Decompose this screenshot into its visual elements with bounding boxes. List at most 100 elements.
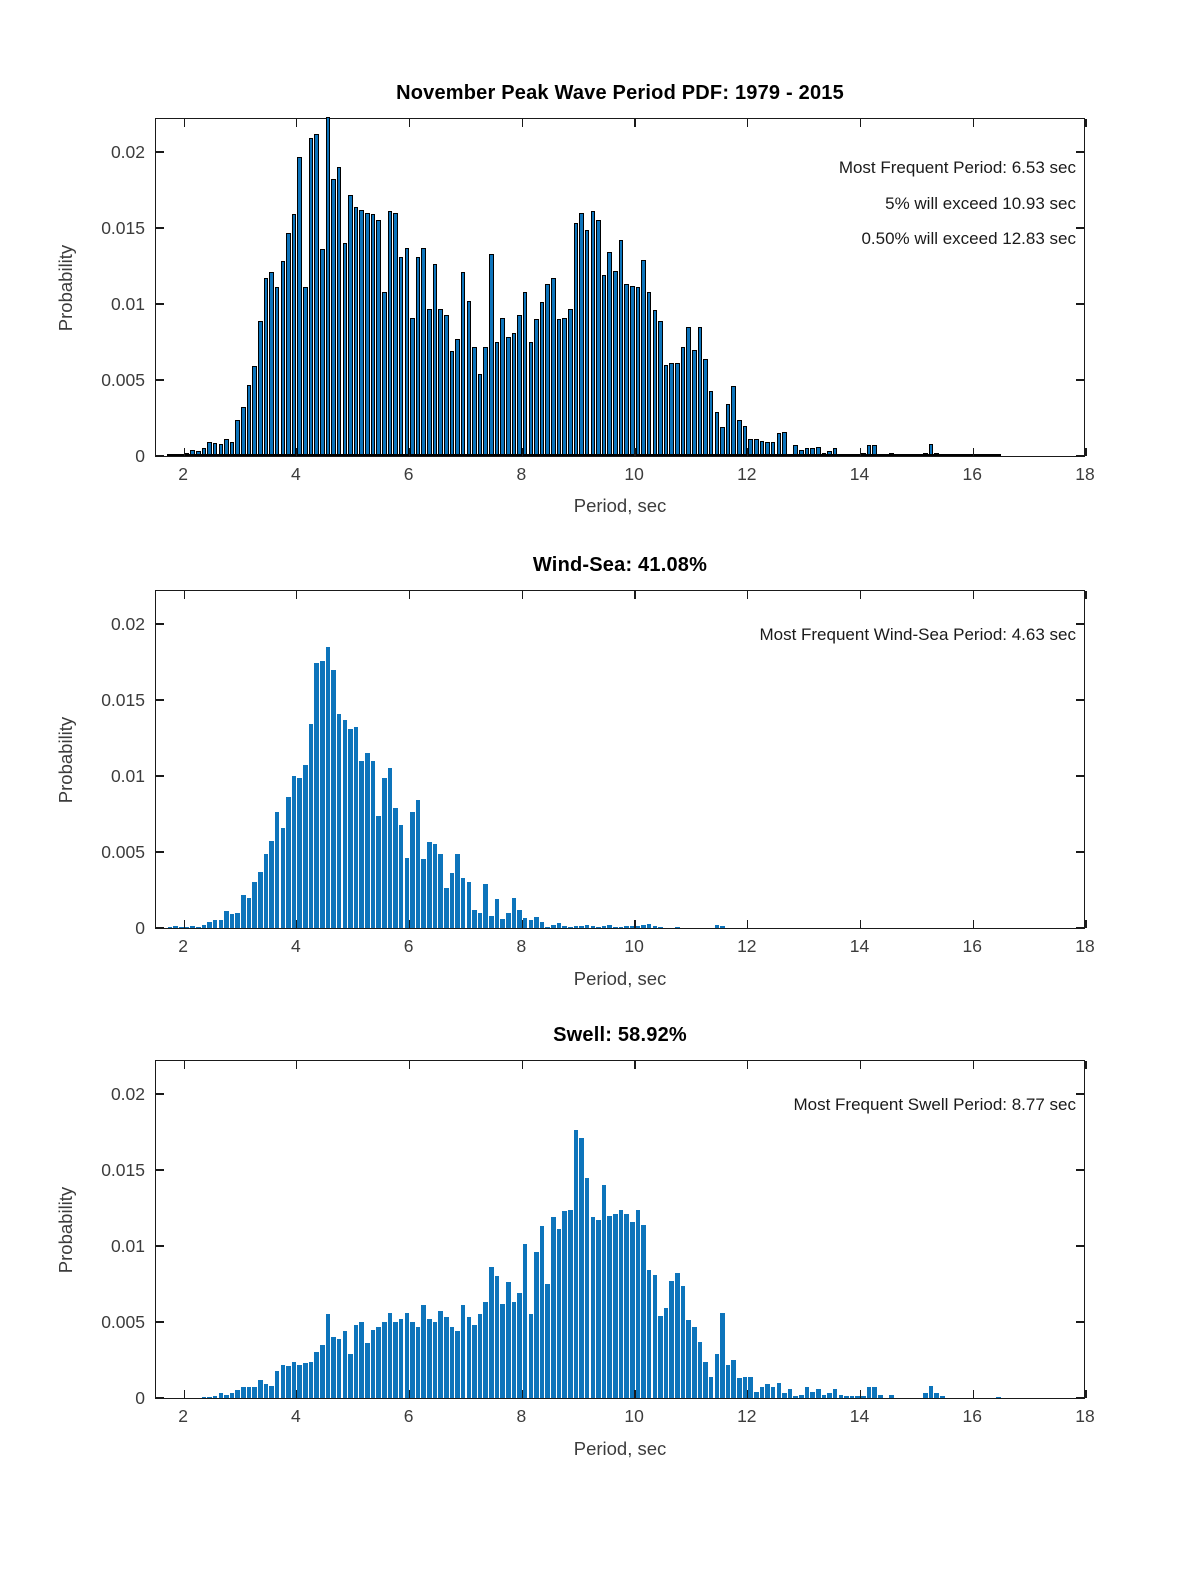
x-tick-top [183, 119, 185, 127]
histogram-bar [489, 1267, 494, 1398]
histogram-bar [934, 1393, 939, 1398]
histogram-bar [404, 858, 410, 928]
x-tick-top [634, 119, 636, 127]
x-tick-label: 2 [178, 464, 189, 484]
annotation-line: Most Frequent Period: 6.53 sec [838, 158, 1076, 177]
histogram-bar [376, 220, 381, 456]
histogram-bar [821, 1394, 827, 1398]
histogram-bar [539, 302, 545, 456]
x-tick [747, 920, 749, 928]
histogram-bar [336, 1338, 342, 1398]
histogram-baseline [167, 454, 1002, 456]
y-tick [156, 1245, 164, 1247]
y-tick-right [1076, 227, 1084, 229]
histogram-bar [759, 1387, 765, 1398]
histogram-bar [274, 1370, 280, 1398]
histogram-bar [415, 1326, 421, 1398]
y-tick-label: 0.015 [101, 1159, 145, 1180]
histogram-bar [703, 1361, 708, 1398]
histogram-bar [179, 927, 184, 928]
histogram-bar [427, 308, 432, 456]
y-tick-right [1076, 1321, 1084, 1323]
histogram-bar [923, 1393, 928, 1398]
histogram-bar [410, 812, 415, 928]
histogram-bar [184, 927, 190, 928]
histogram-bar [522, 1244, 528, 1398]
histogram-bar [725, 1364, 731, 1398]
histogram-bar [567, 926, 573, 928]
x-tick-top [296, 591, 298, 599]
histogram-bar [195, 926, 201, 928]
histogram-bar [472, 1325, 477, 1398]
histogram-bar [742, 1376, 748, 1398]
x-tick-top [1085, 119, 1087, 127]
histogram-bar [342, 1331, 348, 1398]
annotation-line: 0.50% will exceed 12.83 sec [861, 229, 1076, 248]
histogram-bar [252, 366, 257, 456]
histogram-bar [522, 917, 528, 928]
histogram-bar [505, 337, 511, 456]
histogram-bar [539, 922, 545, 928]
histogram-bar [776, 433, 782, 456]
histogram-bar [505, 912, 511, 928]
x-tick-label: 10 [624, 464, 644, 484]
histogram-bar [545, 926, 551, 928]
y-tick-right [1076, 1245, 1084, 1247]
histogram-bar [443, 314, 449, 456]
histogram-bar [257, 871, 263, 928]
x-tick-top [1085, 591, 1087, 599]
histogram-bar [477, 912, 483, 928]
x-tick-label: 18 [1075, 936, 1095, 956]
histogram-bar [511, 897, 517, 928]
histogram-bar [472, 909, 477, 928]
histogram-bar [291, 1361, 297, 1398]
histogram-bar [241, 1387, 246, 1398]
histogram-bar [652, 926, 658, 928]
histogram-bar [641, 924, 646, 928]
histogram-bar [455, 338, 460, 456]
histogram-bar [708, 1376, 714, 1398]
histogram-bar [167, 927, 173, 928]
histogram-bar [567, 308, 573, 456]
histogram-bar [720, 925, 725, 928]
histogram-bar [500, 1303, 505, 1398]
histogram-bar [545, 284, 551, 456]
x-tick-top [521, 591, 523, 599]
histogram-bar [348, 1353, 353, 1398]
histogram-bar [280, 1364, 286, 1398]
histogram-bar [432, 264, 438, 456]
histogram-bar [241, 894, 246, 928]
histogram-bar [489, 915, 494, 928]
histogram-bar [201, 448, 207, 456]
x-tick-top [747, 119, 749, 127]
histogram-bar [500, 317, 505, 456]
histogram-bar [398, 825, 404, 928]
x-tick-label: 6 [403, 1406, 414, 1426]
histogram-bar [748, 1376, 753, 1398]
histogram-bar [359, 1322, 365, 1398]
histogram-bar [500, 918, 505, 928]
histogram-bar [212, 443, 218, 456]
histogram-bar [861, 1395, 866, 1398]
histogram-bar [799, 449, 804, 456]
histogram-bar [421, 247, 427, 456]
x-tick-top [859, 119, 862, 127]
histogram-bar [331, 669, 336, 928]
histogram-bar [274, 812, 280, 928]
histogram-bar [596, 220, 601, 456]
histogram-bar [584, 924, 590, 928]
y-tick [156, 151, 164, 153]
x-tick-top [183, 591, 185, 599]
histogram-bar [274, 287, 280, 456]
histogram-bar [432, 1322, 438, 1398]
y-tick-right [1076, 379, 1084, 381]
histogram-bar [996, 1397, 1001, 1398]
histogram-bar [421, 1305, 427, 1398]
plot-area [155, 1060, 1087, 1399]
histogram-bar [534, 1252, 539, 1398]
histogram-bar [770, 1387, 776, 1398]
y-tick-label: 0.005 [101, 1311, 145, 1332]
histogram-bar [675, 363, 680, 456]
histogram-bar [573, 1130, 579, 1398]
histogram-bar [810, 1391, 815, 1398]
